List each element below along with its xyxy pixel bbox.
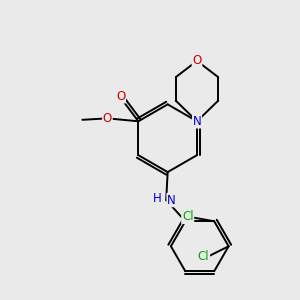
Text: O: O [192,54,202,68]
Text: Cl: Cl [198,250,209,263]
Text: Cl: Cl [182,210,194,223]
Text: N: N [193,115,201,128]
Text: O: O [116,90,125,103]
Text: H: H [153,192,162,205]
Text: N: N [167,194,176,207]
Text: O: O [103,112,112,125]
